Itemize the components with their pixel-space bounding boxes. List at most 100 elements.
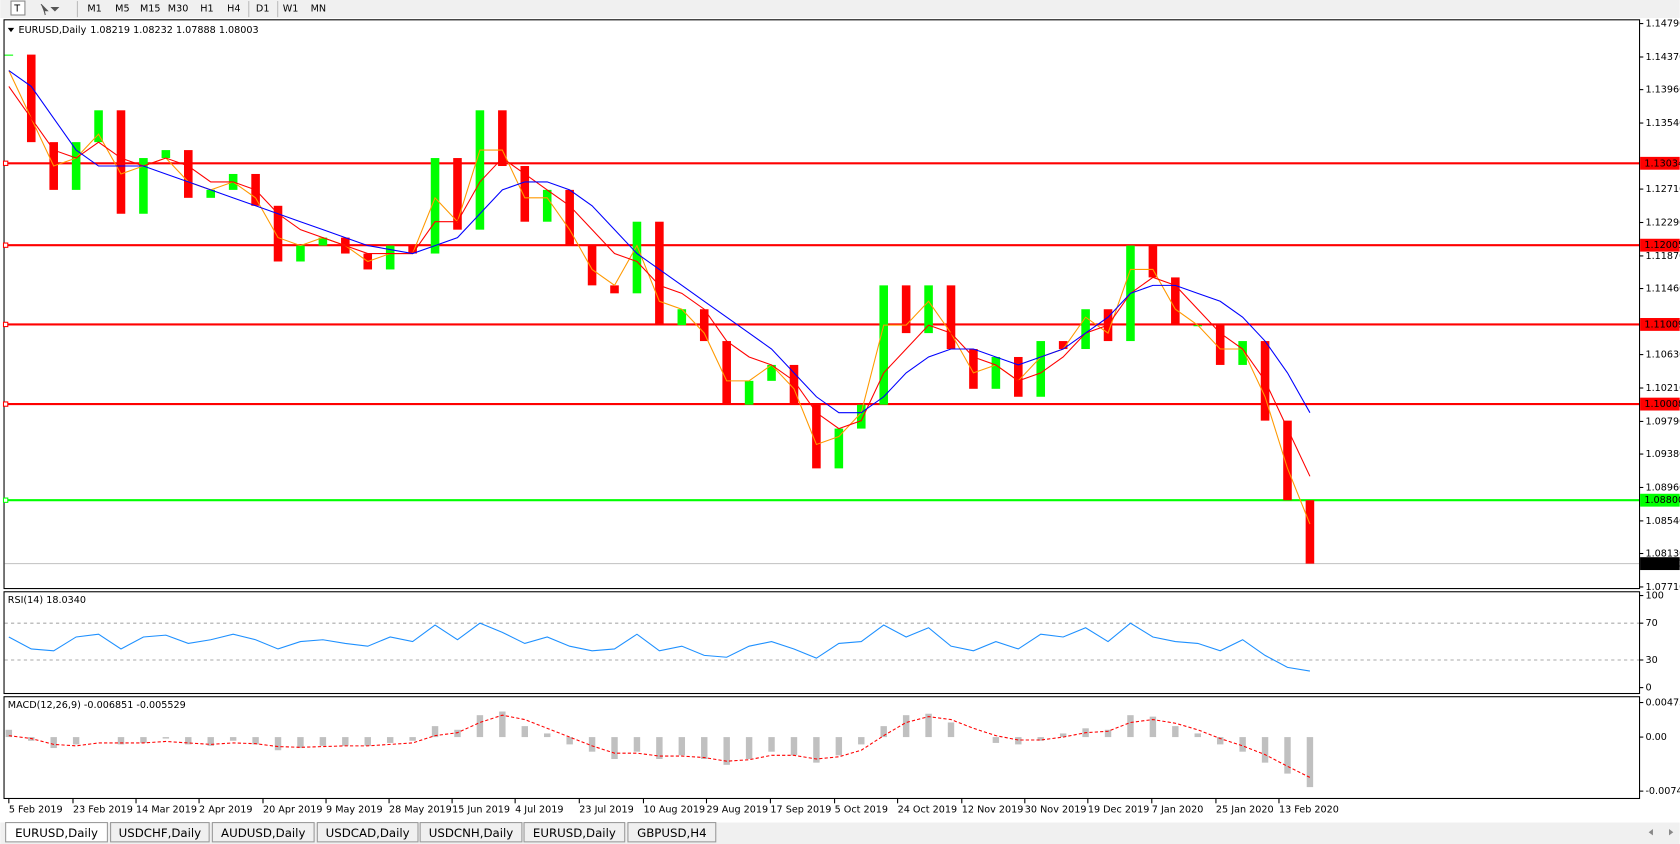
x-tick-label: 24 Oct 2019 xyxy=(898,805,958,816)
candle xyxy=(26,54,36,143)
candle xyxy=(206,189,216,198)
candle xyxy=(565,189,574,246)
x-tick-label: 17 Sep 2019 xyxy=(770,805,831,816)
text-tool-icon: T xyxy=(13,4,20,15)
macd-bar xyxy=(5,729,13,738)
level-marker xyxy=(2,321,9,328)
candle xyxy=(498,110,507,167)
macd-bar xyxy=(162,737,170,739)
candle xyxy=(318,237,328,246)
macd-bar xyxy=(1284,737,1291,774)
candle xyxy=(1036,341,1046,397)
candle xyxy=(273,205,283,262)
candle xyxy=(677,309,687,326)
candle xyxy=(94,110,103,143)
macd-bar xyxy=(1216,737,1224,745)
y-tick-label: 1.12290 xyxy=(1645,218,1680,229)
tab-label: AUDUSD,Daily xyxy=(221,826,305,840)
candle xyxy=(1171,277,1180,326)
tab[interactable] xyxy=(5,822,108,843)
rsi-line xyxy=(8,622,1311,672)
level-price-label: 1.08800 xyxy=(1644,495,1680,506)
cursor-tool[interactable] xyxy=(40,3,60,16)
candle xyxy=(722,341,731,405)
level-marker xyxy=(2,242,9,248)
moving-average xyxy=(8,70,1311,525)
macd-bar xyxy=(1306,737,1314,788)
timeframe-button[interactable]: W1 xyxy=(283,4,299,15)
macd-bar xyxy=(50,737,57,749)
macd-bar xyxy=(342,737,349,746)
level-price-label: 1.13034 xyxy=(1644,158,1680,169)
timeframe-button[interactable]: M30 xyxy=(168,4,189,15)
candle xyxy=(879,285,888,405)
moving-average xyxy=(8,70,1311,414)
macd-bar xyxy=(656,737,663,759)
candle xyxy=(946,285,956,350)
timeframe-button[interactable]: H1 xyxy=(200,4,213,15)
candle xyxy=(789,364,799,405)
candle xyxy=(4,54,14,56)
candle xyxy=(632,221,642,294)
macd-bar xyxy=(992,737,1000,743)
level-price-box xyxy=(1640,318,1680,331)
y-tick-label: 1.13960 xyxy=(1645,85,1680,96)
tab[interactable] xyxy=(627,822,717,843)
macd-bar xyxy=(925,713,932,738)
level-price-label: 1.12005 xyxy=(1644,240,1680,251)
y-tick-label: 1.10210 xyxy=(1645,383,1680,394)
tab[interactable] xyxy=(523,822,626,843)
candle xyxy=(385,245,395,270)
x-tick-label: 10 Aug 2019 xyxy=(643,805,705,816)
candle xyxy=(587,245,597,286)
macd-bar xyxy=(858,737,865,745)
y-tick-label: 30 xyxy=(1645,655,1657,666)
current-price-label: 1.08003 xyxy=(1644,559,1680,570)
y-tick-label: 0.00473 xyxy=(1645,698,1680,709)
macd-bar xyxy=(1172,726,1179,738)
candle xyxy=(901,285,911,334)
tab[interactable] xyxy=(419,822,523,843)
header-arrow xyxy=(7,27,15,33)
timeframe-button[interactable]: M15 xyxy=(140,4,161,15)
timeframe-button[interactable]: D1 xyxy=(256,4,270,15)
macd-bar xyxy=(297,737,304,749)
tab-label: EURUSD,Daily xyxy=(15,826,98,840)
level-marker xyxy=(2,497,9,503)
macd-bar xyxy=(745,737,753,759)
x-tick-label: 23 Jul 2019 xyxy=(579,805,633,816)
tab[interactable] xyxy=(316,822,419,843)
macd-bar xyxy=(499,711,506,738)
macd-bar xyxy=(1149,716,1157,738)
candle xyxy=(408,245,417,254)
tab-label: USDCHF,Daily xyxy=(119,826,202,840)
timeframe-button[interactable]: H4 xyxy=(227,4,240,15)
x-tick-label: 2 Apr 2019 xyxy=(199,805,252,816)
tab[interactable] xyxy=(211,822,315,843)
tab[interactable] xyxy=(110,822,210,843)
macd-bar xyxy=(1104,729,1112,738)
level-price-label: 1.11009 xyxy=(1644,319,1680,330)
text-tool[interactable] xyxy=(10,0,26,16)
y-tick-label: -0.00740 xyxy=(1645,786,1680,797)
x-tick-label: 12 Nov 2019 xyxy=(962,805,1024,816)
y-tick-label: 1.11460 xyxy=(1645,284,1680,295)
timeframe-button[interactable]: M5 xyxy=(115,4,129,15)
level-price-label: 1.10008 xyxy=(1644,399,1680,410)
candle xyxy=(139,158,148,214)
macd-bar xyxy=(207,737,214,746)
timeframe-button[interactable]: MN xyxy=(311,4,327,15)
candle xyxy=(453,158,462,230)
x-tick-label: 9 May 2019 xyxy=(326,805,383,816)
toolbar xyxy=(0,0,1680,19)
candle xyxy=(610,285,619,294)
candle xyxy=(969,349,978,389)
macd-bar xyxy=(678,737,686,756)
timeframe-button[interactable]: M1 xyxy=(87,4,101,15)
candle xyxy=(296,245,305,262)
y-tick-label: 1.11870 xyxy=(1645,251,1680,262)
macd-bar xyxy=(409,737,416,741)
macd-bar xyxy=(1239,737,1246,752)
macd-bar xyxy=(544,733,551,738)
